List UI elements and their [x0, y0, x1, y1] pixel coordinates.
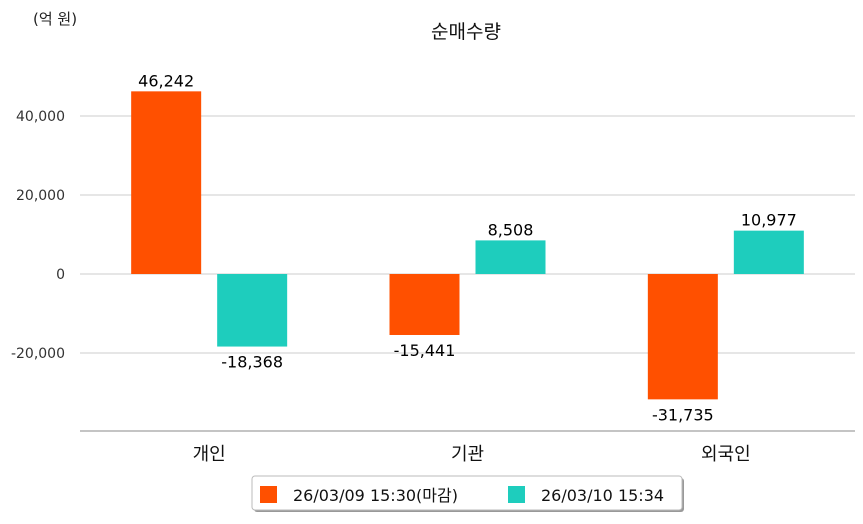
data-label: 10,977	[741, 211, 797, 230]
x-tick-label: 외국인	[701, 444, 751, 465]
data-label: -18,368	[221, 353, 283, 372]
y-tick-label: 40,000	[16, 109, 65, 125]
bar	[475, 240, 546, 274]
chart-title: 순매수량	[431, 21, 501, 43]
data-label: -31,735	[652, 405, 714, 424]
y-tick-label: -20,000	[11, 346, 65, 362]
legend-swatch	[508, 486, 525, 503]
data-label: 8,508	[488, 220, 534, 239]
legend-swatch	[260, 486, 277, 503]
legend: 26/03/09 15:30(마감) 26/03/10 15:34	[251, 475, 684, 512]
y-tick-label: 20,000	[16, 188, 65, 204]
data-label: -15,441	[394, 341, 456, 360]
legend-label: 26/03/09 15:30(마감)	[293, 486, 458, 505]
bar	[647, 274, 718, 400]
bar	[733, 230, 804, 274]
data-label: 46,242	[138, 71, 194, 90]
bar	[389, 274, 460, 335]
x-tick-label: 개인	[193, 444, 226, 465]
x-tick-label: 기관	[451, 444, 484, 465]
legend-label: 26/03/10 15:34	[541, 486, 664, 505]
unit-label: (억 원)	[33, 10, 77, 28]
bar	[217, 274, 288, 347]
bar	[131, 91, 202, 274]
y-tick-label: 0	[56, 267, 65, 283]
